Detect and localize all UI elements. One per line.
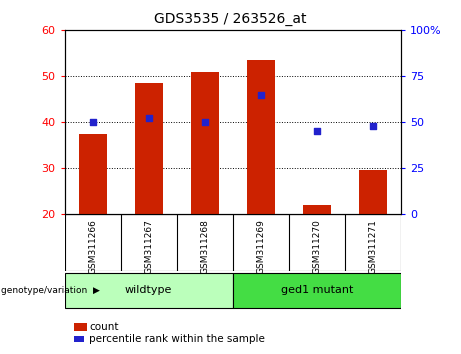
Text: GSM311271: GSM311271: [368, 219, 378, 274]
Bar: [359, 170, 387, 214]
Text: GSM311270: GSM311270: [313, 219, 321, 274]
Bar: [247, 60, 275, 214]
Text: GSM311267: GSM311267: [144, 219, 153, 274]
Bar: [65, 273, 233, 308]
Point: [313, 129, 321, 134]
Text: GDS3535 / 263526_at: GDS3535 / 263526_at: [154, 12, 307, 27]
Text: count: count: [89, 322, 119, 332]
Point: [89, 119, 96, 125]
Text: genotype/variation  ▶: genotype/variation ▶: [1, 286, 100, 295]
Point: [369, 123, 377, 129]
Point: [145, 116, 152, 121]
Bar: [135, 83, 163, 214]
Point: [201, 119, 208, 125]
Text: wildtype: wildtype: [125, 285, 172, 295]
Text: percentile rank within the sample: percentile rank within the sample: [89, 334, 266, 344]
Bar: [233, 273, 401, 308]
Point: [257, 92, 265, 97]
Text: GSM311269: GSM311269: [256, 219, 266, 274]
Bar: [303, 205, 331, 214]
Text: GSM311268: GSM311268: [200, 219, 209, 274]
Text: GSM311266: GSM311266: [88, 219, 97, 274]
Text: ged1 mutant: ged1 mutant: [281, 285, 353, 295]
Bar: [78, 133, 106, 214]
Bar: [191, 72, 219, 214]
